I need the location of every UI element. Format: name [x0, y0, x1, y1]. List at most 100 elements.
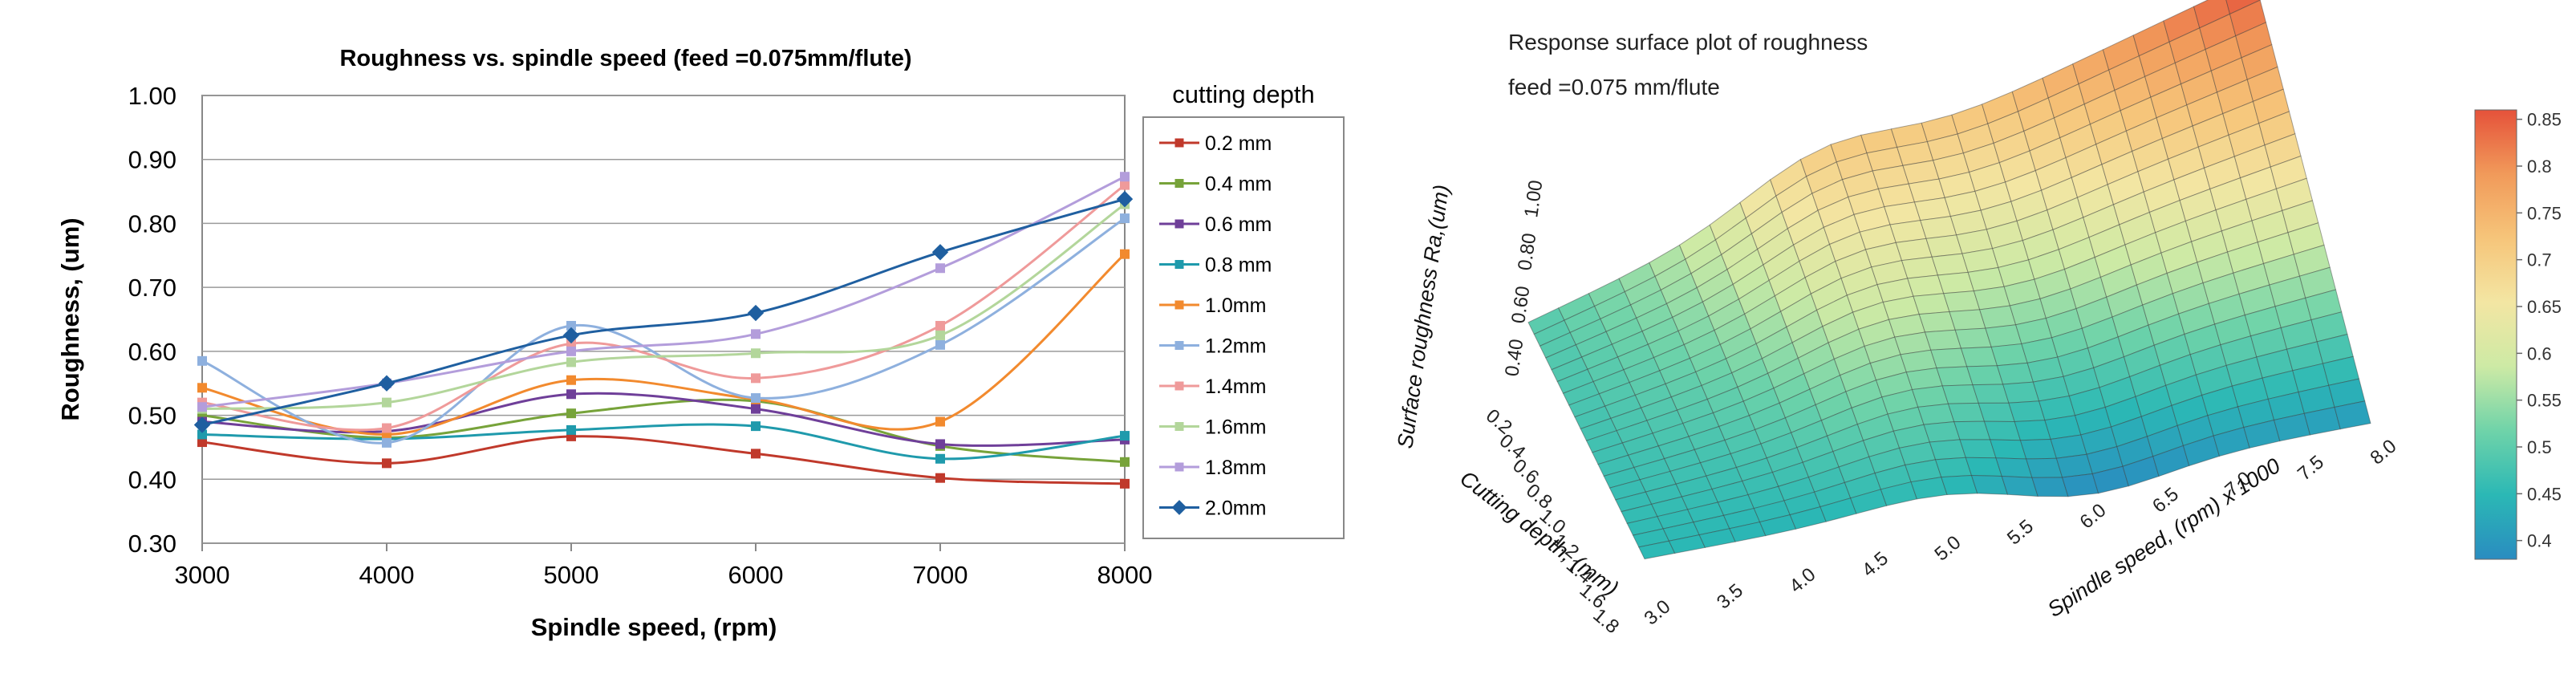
series-line — [201, 435, 1126, 485]
surface-cell — [1934, 457, 1973, 478]
series-1-6mm — [197, 199, 1130, 414]
legend-title: cutting depth — [1172, 80, 1315, 108]
surface-cell — [1923, 421, 1961, 443]
surface-cell — [1979, 305, 2017, 329]
surface-cell — [1907, 274, 1945, 297]
series-line — [201, 253, 1126, 436]
data-point — [751, 421, 761, 432]
surface-cell — [2026, 457, 2063, 478]
data-point — [566, 320, 576, 331]
surface-cell — [1947, 402, 1986, 423]
speed-tick-label: 4.0 — [1786, 563, 1820, 597]
colorbar-tick-label: 0.4 — [2527, 531, 2552, 551]
z-tick-label: 0.80 — [1514, 232, 1540, 272]
y-tick-label: 0.80 — [128, 209, 176, 238]
surface-cell — [2282, 200, 2319, 233]
legend-label: 0.4 mm — [1205, 173, 1272, 196]
chart-title: Roughness vs. spindle speed (feed =0.075… — [339, 46, 911, 71]
data-point — [747, 304, 765, 322]
speed-tick-label: 4.5 — [1858, 547, 1892, 581]
z-tick-label: 0.60 — [1507, 285, 1534, 325]
series-line — [201, 203, 1126, 411]
series-line — [201, 175, 1126, 408]
data-point — [935, 320, 945, 331]
legend-item: 0.8 mm — [1159, 254, 1272, 277]
speed-tick-label: 7.5 — [2294, 451, 2328, 485]
data-point — [935, 453, 945, 464]
legend-item: 2.0mm — [1159, 497, 1266, 520]
legend-label: 1.4mm — [1205, 376, 1266, 398]
data-point — [935, 330, 945, 340]
data-point — [382, 458, 391, 469]
surface-subtitle: feed =0.075 mm/flute — [1508, 75, 1720, 99]
surface-title: Response surface plot of roughness — [1508, 30, 1868, 55]
speed-tick-label: 6.5 — [2148, 483, 2183, 517]
data-point — [1174, 179, 1184, 188]
surface-cell — [1943, 290, 1981, 313]
z-tick-label: 0.40 — [1501, 338, 1527, 378]
series-lines — [193, 172, 1134, 489]
legend-item: 1.4mm — [1159, 376, 1266, 398]
surface-cell — [1937, 271, 1975, 294]
surface-cell — [2014, 420, 2051, 441]
y-tick-labels: 0.30 0.40 0.50 0.60 0.70 0.80 0.90 1.00 — [128, 82, 176, 558]
data-point — [562, 327, 580, 344]
colorbar-tick-label: 0.45 — [2527, 484, 2562, 504]
colorbar-tick-label: 0.75 — [2527, 203, 2562, 223]
y-tick-label: 0.30 — [128, 530, 176, 558]
surface-cell — [1949, 309, 1986, 331]
data-point — [1174, 300, 1184, 310]
data-point — [382, 437, 391, 448]
data-point — [193, 416, 211, 433]
y-tick-label: 1.00 — [128, 82, 176, 110]
data-point — [1174, 422, 1184, 431]
data-point — [382, 423, 391, 433]
surface-cell — [1990, 343, 2028, 367]
legend-label: 1.8mm — [1205, 457, 1266, 479]
data-point — [1174, 260, 1184, 269]
surface-cell — [1941, 475, 1978, 495]
series-2-0mm — [193, 190, 1134, 433]
series-0-2mm — [197, 431, 1130, 489]
legend-label: 2.0mm — [1205, 497, 1266, 520]
legend-label: 0.2 mm — [1205, 132, 1272, 155]
x-tick-label: 8000 — [1097, 561, 1153, 589]
y-tick-label: 0.70 — [128, 274, 176, 302]
data-point — [1174, 341, 1184, 350]
legend-label: 0.8 mm — [1205, 254, 1272, 277]
y-tick-label: 0.90 — [128, 146, 176, 174]
data-point — [566, 346, 576, 356]
speed-tick-label: 5.0 — [1931, 531, 1965, 565]
surface-cell — [1978, 402, 2015, 422]
series-1-2mm — [197, 213, 1130, 448]
colorbar — [2474, 109, 2517, 560]
series-line — [201, 197, 1126, 426]
data-point — [935, 339, 945, 350]
data-point — [566, 339, 576, 349]
colorbar-tick-label: 0.65 — [2527, 297, 2562, 317]
surface-cell — [1913, 293, 1950, 315]
legend-item: 1.6mm — [1159, 416, 1266, 439]
x-tick-label: 7000 — [913, 561, 968, 589]
speed-tick-label: 6.0 — [2076, 499, 2111, 533]
x-tick-label: 3000 — [175, 561, 230, 589]
surface-cell — [2008, 400, 2046, 423]
data-point — [935, 439, 945, 449]
colorbar-tick-label: 0.55 — [2527, 391, 2562, 411]
data-point — [751, 348, 761, 359]
series-line — [201, 398, 1126, 464]
x-axis-label: Spindle speed, (rpm) — [531, 613, 777, 641]
surface-cell — [2264, 133, 2302, 168]
surface-cell — [1930, 347, 1968, 369]
data-point — [935, 263, 945, 274]
data-point — [566, 408, 576, 419]
colorbar-tick-label: 0.85 — [2527, 110, 2562, 130]
surface-cell — [1959, 439, 1997, 459]
legend-item: 1.0mm — [1159, 294, 1266, 317]
surface-cell — [1966, 365, 2004, 386]
data-point — [1120, 213, 1130, 224]
series-1-8mm — [197, 172, 1130, 412]
series-line — [201, 423, 1126, 461]
data-point — [1120, 457, 1130, 467]
surface-cell — [1918, 311, 1956, 333]
